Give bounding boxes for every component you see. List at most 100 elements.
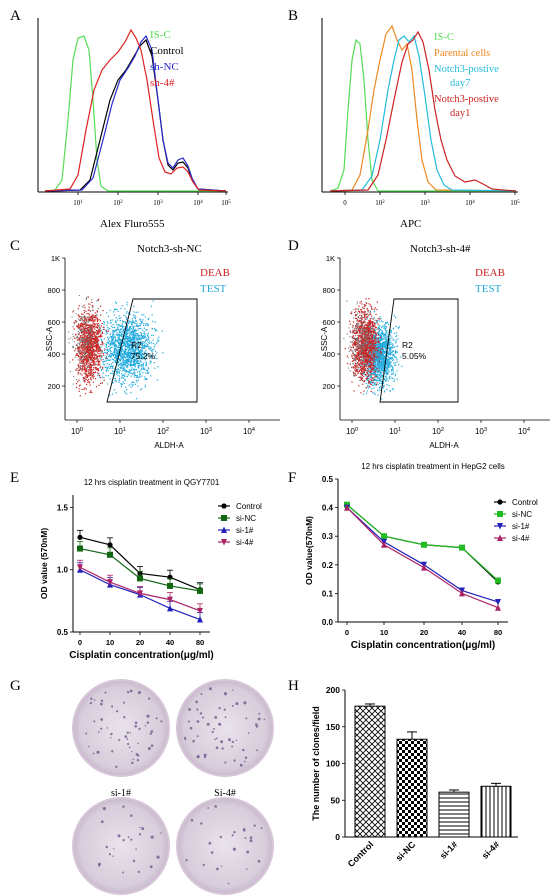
chart-ytick: 0.4 (322, 504, 334, 513)
chart-xtick: 20 (420, 628, 428, 637)
chart-point (77, 564, 83, 571)
colony-dot (126, 690, 130, 694)
gate-r2 (106, 298, 198, 403)
chart-series-line (346, 507, 499, 603)
colony-dot (93, 720, 96, 723)
dotplot-ytick: 400 (322, 350, 335, 359)
colony-dot (106, 727, 109, 729)
chart-series (344, 501, 501, 584)
colony-dot (231, 834, 234, 837)
colony-dot (245, 868, 248, 870)
dotplot-ytick: 200 (47, 382, 60, 391)
histogram-a-ticks: 101 102 103 104 105 (73, 192, 231, 207)
colony-dot (235, 739, 238, 742)
dotplot-legend-entry: DEAB (475, 267, 505, 279)
histogram-b-tick: 0 (343, 199, 347, 207)
chart-ytick: 0.0 (322, 618, 334, 627)
colony-dot (232, 689, 234, 691)
chart-ytick: 0.3 (322, 532, 334, 541)
chart-point (497, 534, 503, 541)
dotplot-c: 1K 800 600 400 200 100 101 102 103 104 ALDH-A SSC-A… (45, 254, 280, 450)
histogram-a-xlabel: Alex Fluro555 (100, 218, 165, 230)
bar (480, 785, 512, 838)
colony-dot (185, 858, 188, 862)
colony-dot (104, 691, 107, 694)
colony-dot (184, 738, 187, 741)
panel-label-d: D (288, 238, 299, 254)
colony-dot (196, 735, 199, 738)
bar (396, 738, 428, 838)
chart-point (459, 589, 465, 597)
colony-dot (190, 819, 194, 822)
chart-xtick: 20 (136, 638, 144, 647)
colony-dot (196, 755, 200, 759)
chart-point (77, 545, 83, 552)
dotplot-xlabel: ALDH-A (429, 441, 459, 450)
bar-category-label: si-4# (480, 839, 502, 861)
colony-dot (192, 739, 195, 743)
colony-dot (85, 732, 88, 735)
colony-dot (156, 855, 160, 859)
histogram-b-xlabel: APC (400, 218, 421, 230)
histogram-a-legend-entry: Control (150, 45, 184, 57)
chart-series (77, 529, 203, 593)
histogram-a-legend-entry: sh-4# (150, 77, 175, 89)
colony-dot (112, 855, 114, 857)
chart-point (107, 551, 113, 558)
histogram-b-legend: IS-C Parental cells Notch3-postive day7 Notc… (434, 32, 499, 119)
colony-dot (227, 738, 231, 742)
colony-dot (244, 756, 248, 760)
chart-legend-label: si-1# (236, 526, 254, 535)
colony-dot (189, 726, 193, 730)
chart-xtick: 80 (494, 628, 502, 637)
colony-dot (122, 871, 124, 874)
dotplot-d-title: Notch3-sh-4# (410, 243, 471, 255)
colony-dot (227, 882, 230, 885)
dotplot-legend-entry: DEAB (200, 267, 230, 279)
colony-dot (253, 824, 256, 827)
colony-dot (233, 759, 236, 762)
histogram-b-tick: 102 (375, 199, 385, 207)
colony-dot (137, 742, 140, 745)
colony-dot (244, 837, 247, 840)
histogram-a-legend-entry: IS-C (150, 29, 171, 41)
bar-chart-h: 0 50 100 150 200 The number of clones/field Co… (311, 685, 518, 869)
chart-xtick: 0 (78, 638, 82, 647)
chart-xlabel: Cisplatin concentration(μg/ml) (69, 650, 213, 661)
colony-dot (115, 710, 119, 713)
panel-label-h: H (288, 678, 299, 694)
chart-xtick: 10 (106, 638, 114, 647)
colony-dot (146, 714, 150, 718)
bar (438, 791, 470, 838)
dotplot-xtick: 102 (157, 427, 169, 436)
line-chart-e: 12 hrs cisplatin treatment in QGY7701 0.5… (39, 478, 262, 661)
colony-dot (231, 705, 234, 707)
colony-dot (233, 831, 236, 834)
colony-dot (137, 870, 141, 874)
colony-dot (147, 746, 151, 750)
culture-dish (72, 679, 170, 777)
dotplot-xtick: 104 (243, 427, 255, 436)
dotplot-xlabel: ALDH-A (154, 441, 184, 450)
colony-dot (131, 750, 133, 753)
histogram-b-day1-curve (329, 30, 517, 192)
culture-dish (176, 797, 274, 895)
bar (354, 705, 386, 838)
chart-ylabel: OD value (570nM) (39, 528, 49, 599)
colony-dot (131, 761, 134, 765)
chart-legend-label: si-4# (236, 538, 254, 547)
colony-dot (219, 835, 223, 839)
chart-point (197, 607, 203, 615)
colony-dot (90, 697, 93, 700)
colony-dot (221, 747, 224, 750)
colony-dot (98, 862, 101, 866)
colony-dot (110, 732, 113, 735)
chart-point (495, 604, 501, 611)
chart-point (421, 541, 427, 548)
chart-point (167, 574, 173, 580)
colony-dot (100, 699, 104, 703)
chart-series (77, 541, 203, 594)
culture-dish (176, 679, 274, 777)
colony-dot (196, 708, 199, 711)
